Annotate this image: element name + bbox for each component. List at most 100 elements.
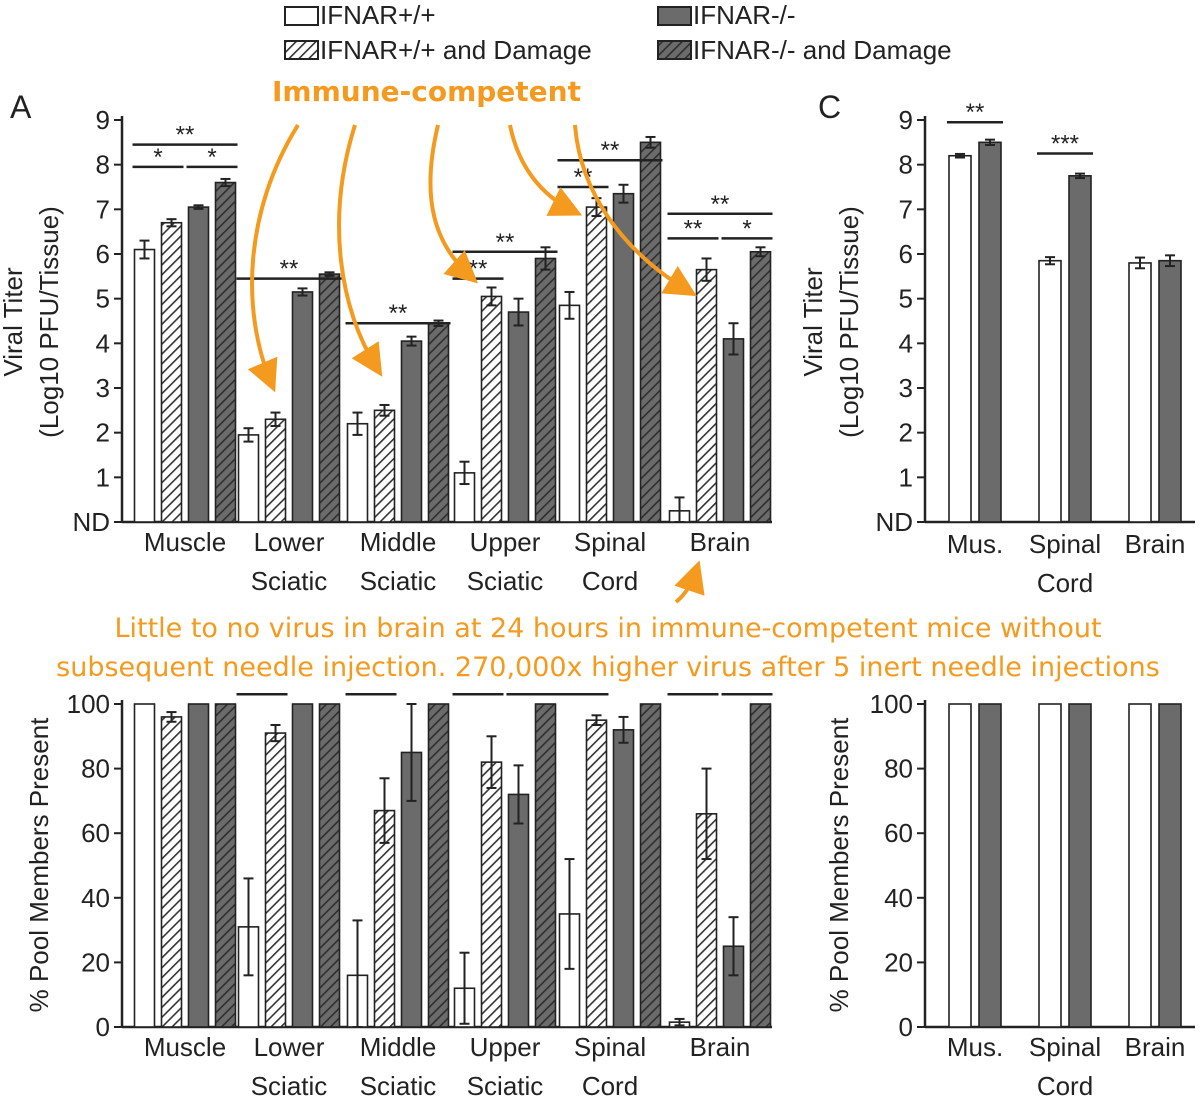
y-tick-label: ND bbox=[875, 507, 913, 537]
significance-label: ** bbox=[496, 229, 515, 256]
x-tick-label: Brain bbox=[1125, 529, 1186, 559]
y-axis-label: % Pool Members Present bbox=[24, 717, 54, 1013]
bar bbox=[507, 311, 530, 523]
y-tick-label: 7 bbox=[899, 194, 913, 224]
x-tick-label: Spinal bbox=[574, 1032, 646, 1062]
y-tick-label: 3 bbox=[96, 373, 110, 403]
significance-label: *** bbox=[1051, 131, 1079, 158]
bar bbox=[264, 732, 287, 1028]
significance-label: ** bbox=[389, 300, 408, 327]
bar bbox=[639, 141, 662, 523]
y-tick-label: 1 bbox=[96, 462, 110, 492]
y-tick-label: 3 bbox=[899, 373, 913, 403]
y-axis-label: (Log10 PFU/Tissue) bbox=[834, 206, 864, 438]
legend-item-ifnar-wt-damage: IFNAR+/+ and Damage bbox=[284, 35, 592, 65]
x-tick-label: Muscle bbox=[144, 1032, 226, 1062]
y-tick-label: 0 bbox=[899, 1012, 913, 1042]
annotation-arrow-spinal-cord bbox=[508, 124, 583, 216]
x-tick-label: Middle bbox=[360, 1032, 437, 1062]
y-tick-label: 0 bbox=[96, 1012, 110, 1042]
y-tick-label: 60 bbox=[81, 818, 110, 848]
bar bbox=[507, 793, 530, 1028]
x-tick-label: Cord bbox=[582, 1071, 638, 1101]
bar bbox=[133, 248, 156, 523]
x-tick-label: Sciatic bbox=[360, 1071, 437, 1101]
bar bbox=[1158, 703, 1182, 1028]
y-tick-label: 8 bbox=[899, 150, 913, 180]
annotation-arrow-lower-sciatic bbox=[247, 123, 300, 393]
annotation-caption-background bbox=[12, 610, 1192, 688]
x-tick-label: Upper bbox=[470, 1032, 541, 1062]
annotation-overlay: Immune-competent Little to no virus in b… bbox=[12, 75, 1192, 688]
bar bbox=[318, 273, 341, 523]
y-tick-label: 8 bbox=[96, 150, 110, 180]
y-tick-label: 80 bbox=[884, 754, 913, 784]
x-tick-label: Mus. bbox=[947, 529, 1003, 559]
y-tick-label: 5 bbox=[96, 284, 110, 314]
y-axis-label: % Pool Members Present bbox=[824, 717, 854, 1013]
bar bbox=[695, 268, 718, 523]
bar bbox=[291, 703, 314, 1028]
significance-label: ** bbox=[280, 256, 299, 283]
y-tick-label: 40 bbox=[884, 883, 913, 913]
bar bbox=[133, 703, 156, 1028]
bar bbox=[264, 418, 287, 523]
bar bbox=[214, 181, 237, 523]
legend-label: IFNAR-/- bbox=[693, 0, 796, 30]
legend-swatch-hatch-open bbox=[284, 40, 319, 60]
legend-label: IFNAR-/- and Damage bbox=[693, 35, 952, 65]
y-tick-label: 1 bbox=[899, 462, 913, 492]
panel-letter-c: C bbox=[818, 89, 841, 125]
x-tick-label: Sciatic bbox=[251, 1071, 328, 1101]
y-tick-label: 6 bbox=[899, 239, 913, 269]
x-tick-label: Lower bbox=[254, 1032, 325, 1062]
legend-label: IFNAR+/+ and Damage bbox=[320, 35, 592, 65]
bar bbox=[1068, 703, 1092, 1028]
y-tick-label: 80 bbox=[81, 754, 110, 784]
significance-label: * bbox=[742, 215, 751, 242]
annotation-arrow-brain bbox=[573, 124, 697, 297]
annotation-caption-line-2: subsequent needle injection. 270,000x hi… bbox=[56, 652, 1160, 683]
y-tick-label: 9 bbox=[899, 105, 913, 135]
legend-item-ifnar-ko: IFNAR-/- bbox=[657, 0, 796, 30]
bar bbox=[585, 206, 608, 523]
bar bbox=[534, 703, 557, 1028]
significance-label: * bbox=[207, 144, 216, 171]
y-axis-label: Viral Titer bbox=[0, 267, 28, 377]
y-tick-label: ND bbox=[72, 507, 110, 537]
bar bbox=[1128, 703, 1152, 1028]
legend-swatch-open bbox=[284, 6, 319, 26]
bar bbox=[373, 409, 396, 523]
x-tick-label: Brain bbox=[1125, 1032, 1186, 1062]
x-tick-label: Upper bbox=[470, 527, 541, 557]
bar bbox=[291, 291, 314, 523]
legend: IFNAR+/+ IFNAR-/- IFNAR+/+ and Damage IF… bbox=[284, 0, 952, 65]
y-tick-label: 60 bbox=[884, 818, 913, 848]
annotation-arrow-upper-sciatic bbox=[428, 124, 478, 284]
significance-label: ** bbox=[176, 122, 195, 149]
legend-item-ifnar-wt: IFNAR+/+ bbox=[284, 0, 436, 30]
y-tick-label: 2 bbox=[96, 418, 110, 448]
y-tick-label: 6 bbox=[96, 239, 110, 269]
bar bbox=[480, 761, 503, 1028]
x-tick-label: Brain bbox=[690, 1032, 751, 1062]
bar bbox=[948, 703, 972, 1028]
y-axis-label: (Log10 PFU/Tissue) bbox=[34, 206, 64, 438]
panel-d-pool-members: 0 20 40 60 80 100 % Pool Members Present Mus. Sp… bbox=[824, 689, 1195, 1101]
bar bbox=[612, 729, 635, 1028]
x-tick-label: Mus. bbox=[947, 1032, 1003, 1062]
x-tick-label: Spinal bbox=[574, 527, 646, 557]
significance-label: ** bbox=[966, 99, 985, 126]
y-tick-label: 4 bbox=[96, 328, 110, 358]
bar bbox=[318, 703, 341, 1028]
bar bbox=[214, 703, 237, 1028]
y-tick-label: 100 bbox=[67, 689, 110, 719]
y-tick-label: 20 bbox=[884, 947, 913, 977]
annotation-caption-line-1: Little to no virus in brain at 24 hours … bbox=[114, 613, 1101, 644]
bar bbox=[978, 703, 1002, 1028]
significance-label: ** bbox=[684, 215, 703, 242]
x-tick-label: Cord bbox=[1037, 1071, 1093, 1101]
panel-letter-a: A bbox=[10, 89, 32, 125]
y-tick-label: 7 bbox=[96, 194, 110, 224]
